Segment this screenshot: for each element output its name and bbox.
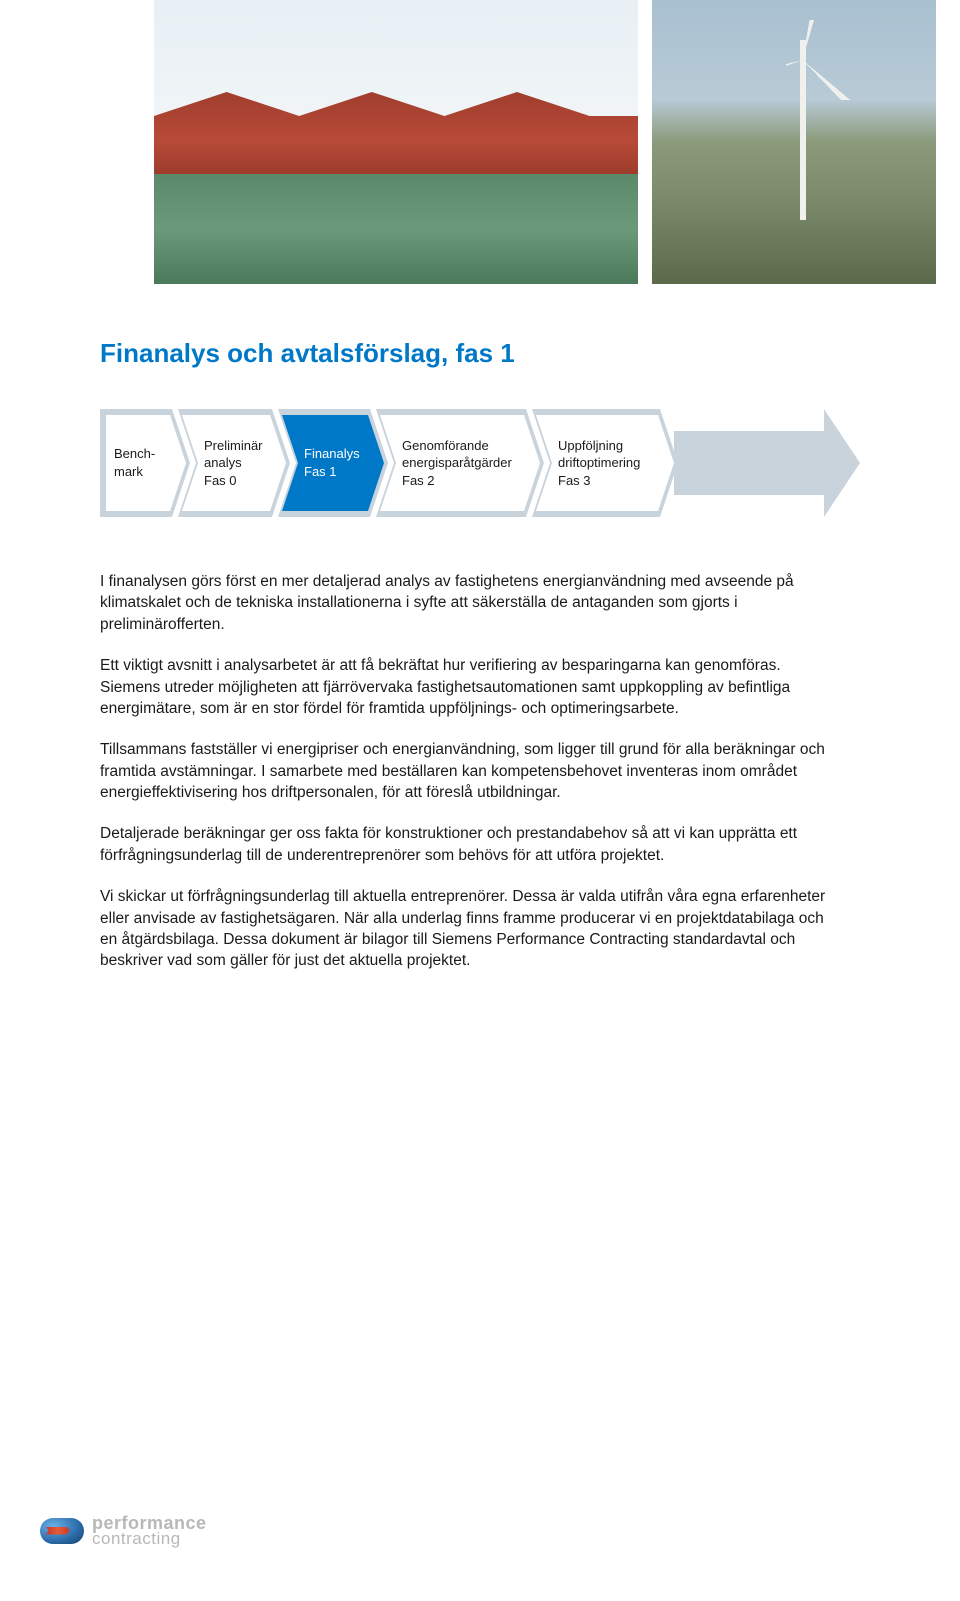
- phase-3: GenomförandeenergisparåtgärderFas 2: [376, 409, 544, 517]
- body-text: I finanalysen görs först en mer detaljer…: [100, 571, 860, 972]
- phase-label-2: FinanalysFas 1: [304, 445, 376, 480]
- phase-label-3: GenomförandeenergisparåtgärderFas 2: [402, 437, 532, 490]
- phase-label-4: UppföljningdriftoptimeringFas 3: [558, 437, 666, 490]
- phase-0: Bench-mark: [100, 409, 190, 517]
- paragraph-1: Ett viktigt avsnitt i analysarbetet är a…: [100, 655, 840, 719]
- phase-label-0: Bench-mark: [114, 445, 178, 480]
- paragraph-0: I finanalysen görs först en mer detaljer…: [100, 571, 840, 635]
- phase-1: PreliminäranalysFas 0: [178, 409, 290, 517]
- phase-4: UppföljningdriftoptimeringFas 3: [532, 409, 678, 517]
- header-image-row: [0, 0, 960, 284]
- page-heading: Finanalys och avtalsförslag, fas 1: [100, 338, 860, 369]
- phase-2: FinanalysFas 1: [278, 409, 388, 517]
- paragraph-2: Tillsammans fastställer vi energipriser …: [100, 739, 840, 803]
- photo-wind-turbine: [652, 0, 936, 284]
- footer-badge-icon: [40, 1518, 84, 1544]
- footer-words: performance contracting: [92, 1514, 207, 1547]
- main-content: Finanalys och avtalsförslag, fas 1 Bench…: [0, 284, 960, 972]
- photo-building-rooftops: [154, 0, 638, 284]
- paragraph-3: Detaljerade beräkningar ger oss fakta fö…: [100, 823, 840, 866]
- footer-logo: performance contracting: [40, 1514, 207, 1547]
- process-arrow-diagram: Bench-mark PreliminäranalysFas 0 Finanalys…: [100, 409, 860, 517]
- arrow-tail: [678, 409, 860, 517]
- paragraph-4: Vi skickar ut förfrågningsunderlag till …: [100, 886, 840, 972]
- phase-label-1: PreliminäranalysFas 0: [204, 437, 278, 490]
